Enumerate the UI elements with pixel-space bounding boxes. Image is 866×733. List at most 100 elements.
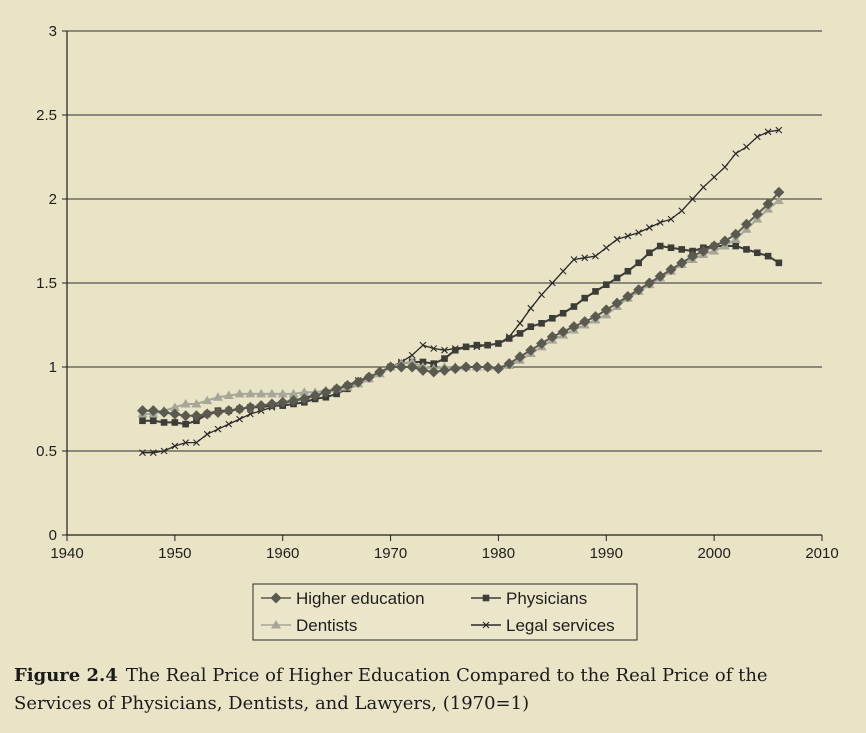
- x-tick-label: 2010: [805, 545, 838, 562]
- data-point-higher-education: [687, 250, 699, 262]
- x-tick-label: 1960: [266, 545, 299, 562]
- series-physicians: [139, 242, 783, 428]
- data-point-legal-services: [419, 341, 427, 349]
- data-point-legal-services: [193, 439, 200, 446]
- data-point-legal-services: [689, 195, 696, 203]
- data-point-physicians: [441, 355, 448, 362]
- data-point-dentists: [256, 388, 267, 398]
- data-point-physicians: [182, 420, 189, 428]
- data-point-legal-services: [656, 219, 664, 226]
- data-point-higher-education: [536, 337, 548, 349]
- data-point-higher-education: [244, 401, 256, 413]
- caption-text: The Real Price of Higher Education Compa…: [14, 665, 768, 714]
- data-point-legal-services: [678, 207, 686, 215]
- data-point-legal-services: [667, 215, 675, 223]
- data-point-higher-education: [697, 245, 709, 257]
- data-point-higher-education: [169, 408, 181, 420]
- data-point-higher-education: [708, 240, 720, 252]
- data-point-higher-education: [643, 277, 655, 289]
- data-point-dentists: [213, 392, 223, 401]
- data-point-legal-services: [548, 279, 556, 287]
- data-point-dentists: [180, 398, 191, 408]
- data-point-higher-education: [234, 403, 246, 415]
- series-higher-education: [137, 186, 785, 422]
- data-point-dentists: [191, 398, 202, 408]
- data-point-higher-education: [471, 361, 483, 373]
- data-point-higher-education: [428, 366, 440, 378]
- data-point-physicians: [419, 358, 427, 366]
- data-point-higher-education: [439, 364, 450, 376]
- data-point-legal-services: [246, 410, 254, 418]
- data-point-higher-education: [255, 400, 267, 412]
- data-point-higher-education: [730, 228, 742, 240]
- data-point-physicians: [570, 303, 578, 310]
- data-point-higher-education: [320, 386, 332, 398]
- legend-marker-physicians: [482, 594, 490, 602]
- data-point-higher-education: [309, 390, 321, 402]
- data-point-higher-education: [665, 264, 677, 276]
- y-tick-label: 1: [49, 359, 57, 376]
- data-point-higher-education: [385, 361, 397, 373]
- data-point-higher-education: [546, 331, 558, 343]
- data-point-legal-services: [699, 183, 707, 191]
- data-point-higher-education: [341, 379, 353, 391]
- data-point-higher-education: [611, 297, 623, 309]
- data-point-legal-services: [592, 252, 599, 260]
- data-point-dentists: [288, 388, 299, 398]
- legend-label-legal-services: Legal services: [506, 616, 615, 635]
- data-point-higher-education: [654, 270, 666, 282]
- data-point-physicians: [473, 341, 481, 349]
- data-point-legal-services: [570, 256, 578, 263]
- data-point-legal-services: [743, 143, 750, 151]
- legend-marker-dentists: [271, 620, 281, 629]
- data-point-physicians: [635, 259, 642, 267]
- data-point-physicians: [139, 417, 146, 425]
- data-point-physicians: [171, 419, 179, 426]
- axes: 0 0.5 1 1.5 2 2.5 3 1940 1950 1960 1970 1980 1990 200…: [36, 23, 839, 562]
- data-point-physicians: [559, 309, 567, 317]
- data-point-physicians: [775, 259, 783, 267]
- data-point-higher-education: [331, 383, 343, 395]
- y-tick-label: 3: [49, 23, 57, 40]
- series-line-legal-services: [142, 129, 780, 454]
- data-point-physicians: [160, 419, 168, 426]
- data-point-higher-education: [180, 410, 192, 422]
- data-point-higher-education: [352, 376, 364, 388]
- data-point-physicians: [430, 360, 438, 367]
- data-point-higher-education: [751, 208, 763, 220]
- data-point-physicians: [592, 288, 599, 295]
- data-point-legal-services: [635, 229, 643, 236]
- series-line-higher-education: [142, 191, 780, 417]
- data-point-legal-services: [516, 319, 524, 327]
- x-tick-label: 1940: [50, 545, 83, 562]
- data-point-legal-services: [160, 447, 168, 455]
- data-point-legal-services: [408, 351, 416, 359]
- data-point-higher-education: [212, 406, 224, 418]
- data-point-legal-services: [182, 439, 190, 446]
- data-point-higher-education: [762, 198, 774, 210]
- data-point-higher-education: [600, 304, 612, 316]
- data-point-higher-education: [492, 363, 504, 375]
- y-tick-label: 2.5: [36, 107, 57, 124]
- legend-label-dentists: Dentists: [296, 616, 357, 635]
- data-point-higher-education: [773, 186, 785, 198]
- data-point-physicians: [764, 252, 772, 260]
- data-point-higher-education: [137, 405, 148, 417]
- data-point-legal-services: [441, 346, 448, 354]
- data-point-legal-services: [764, 128, 772, 136]
- figure-caption: Figure 2.4 The Real Price of Higher Educa…: [14, 662, 844, 718]
- data-point-dentists: [234, 388, 245, 398]
- data-point-dentists: [245, 388, 256, 398]
- data-point-physicians: [495, 340, 502, 347]
- data-point-higher-education: [579, 316, 591, 328]
- data-point-legal-services: [721, 163, 729, 171]
- data-point-dentists: [299, 387, 310, 396]
- figure-number: Figure 2.4: [14, 665, 118, 686]
- data-point-higher-education: [590, 311, 601, 323]
- data-point-higher-education: [719, 235, 731, 247]
- data-point-physicians: [149, 417, 157, 425]
- data-point-legal-services: [149, 449, 157, 457]
- data-point-higher-education: [223, 405, 235, 417]
- y-tick-label: 1.5: [36, 275, 57, 292]
- data-point-dentists: [407, 356, 418, 366]
